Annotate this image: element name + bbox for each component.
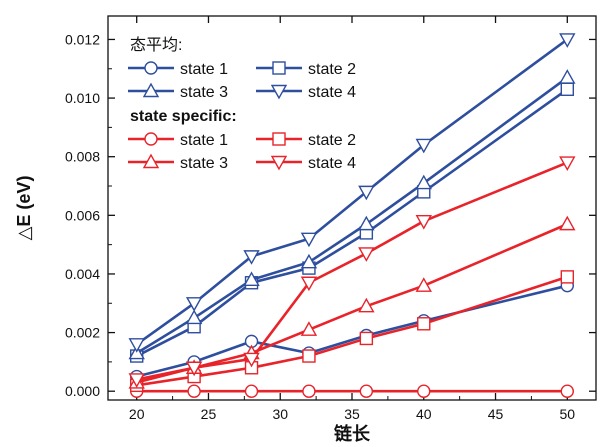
- legend-marker: [272, 61, 286, 75]
- x-tick-label: 25: [201, 406, 217, 422]
- y-tick-label: 0.002: [65, 325, 100, 341]
- legend-marker: [142, 153, 160, 169]
- data-point: [187, 384, 201, 398]
- data-point: [243, 250, 260, 265]
- legend-label: state 1: [180, 132, 228, 149]
- legend-item: state 3: [128, 153, 228, 172]
- data-point: [243, 352, 260, 368]
- data-point: [358, 215, 375, 231]
- y-tick-label: 0.000: [65, 383, 100, 399]
- legend-item: state 2: [256, 61, 356, 78]
- series-2: [128, 69, 576, 360]
- legend-label: state 1: [180, 61, 228, 78]
- data-point: [358, 185, 375, 201]
- data-point: [358, 297, 375, 313]
- data-point: [559, 215, 576, 231]
- x-axis: 20 25 30 35 40 45 50: [129, 16, 575, 422]
- legend-label: state 2: [308, 132, 356, 149]
- legend-item: state 3: [128, 82, 228, 101]
- data-point: [128, 373, 145, 388]
- data-point: [359, 331, 374, 346]
- legend-item: state 1: [128, 132, 228, 149]
- data-point: [417, 384, 431, 398]
- data-point: [300, 321, 318, 336]
- y-tick-label: 0.006: [65, 207, 100, 223]
- legend-marker: [142, 82, 160, 98]
- series-layer: [128, 33, 576, 398]
- data-point: [300, 232, 318, 248]
- legend-label: state 3: [180, 84, 228, 101]
- data-point: [300, 253, 318, 269]
- legend-label: state 2: [308, 61, 356, 78]
- y-tick-label: 0.008: [65, 149, 100, 165]
- series-7: [128, 156, 576, 388]
- x-tick-label: 40: [416, 406, 432, 422]
- legend-marker: [270, 155, 288, 171]
- data-point: [560, 384, 574, 398]
- y-axis-title: △E (eV): [14, 176, 34, 241]
- data-point: [302, 349, 316, 363]
- data-point: [243, 271, 260, 287]
- y-tick-label: 0.012: [65, 31, 100, 47]
- legend-item: state 2: [256, 132, 356, 149]
- data-point: [185, 361, 203, 377]
- x-tick-label: 50: [560, 406, 576, 422]
- data-point: [560, 82, 574, 96]
- data-point: [302, 384, 316, 398]
- y-axis: 0.000 0.002 0.004 0.006 0.008 0.010 0.012: [65, 31, 596, 399]
- legend-marker: [144, 61, 158, 75]
- data-point: [559, 156, 576, 171]
- data-point: [185, 309, 203, 325]
- legend-label: state 3: [180, 155, 228, 172]
- data-point: [417, 317, 431, 331]
- legend-heading: 态平均:: [130, 36, 182, 54]
- series-line: [136, 275, 568, 387]
- x-axis-title: 链长: [334, 423, 371, 444]
- legend-item: state 4: [256, 155, 356, 172]
- legend-marker: [270, 84, 288, 100]
- data-point: [560, 270, 574, 284]
- legend-marker: [144, 132, 158, 146]
- x-tick-label: 30: [272, 406, 288, 422]
- legend-label: state 4: [308, 84, 356, 101]
- legend-marker: [272, 132, 286, 146]
- legend-label: state 4: [308, 155, 356, 172]
- series-line: [136, 161, 568, 381]
- legend: 态平均: state 1 state 2 state 3 state 4 state sp…: [128, 36, 356, 172]
- legend-item: state 4: [256, 84, 356, 101]
- data-point: [415, 277, 432, 292]
- x-tick-label: 35: [344, 406, 360, 422]
- data-point: [185, 297, 203, 312]
- data-point: [415, 214, 432, 230]
- x-tick-label: 20: [129, 406, 145, 422]
- data-point: [358, 247, 375, 262]
- data-point: [415, 174, 432, 190]
- y-tick-label: 0.010: [65, 90, 100, 106]
- data-point: [128, 338, 145, 353]
- legend-heading: state specific:: [130, 108, 237, 125]
- data-point: [244, 384, 259, 398]
- data-point: [300, 276, 318, 292]
- data-point: [359, 384, 374, 398]
- x-tick-label: 45: [488, 406, 504, 422]
- data-point: [415, 138, 432, 154]
- y-tick-label: 0.004: [65, 266, 100, 282]
- data-point: [559, 69, 576, 84]
- series-line: [136, 88, 569, 358]
- series-3: [128, 33, 576, 353]
- data-point: [559, 33, 576, 48]
- legend-item: state 1: [128, 61, 228, 78]
